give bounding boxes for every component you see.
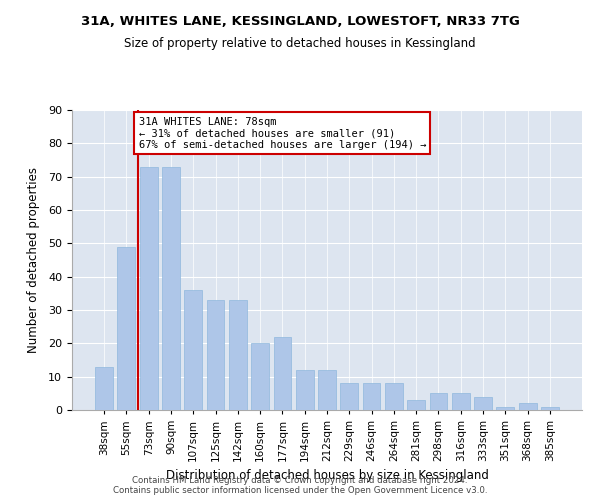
X-axis label: Distribution of detached houses by size in Kessingland: Distribution of detached houses by size … [166,470,488,482]
Bar [318,370,336,410]
Text: 31A, WHITES LANE, KESSINGLAND, LOWESTOFT, NR33 7TG: 31A, WHITES LANE, KESSINGLAND, LOWESTOFT… [80,15,520,28]
Bar [541,406,559,410]
Bar [95,366,113,410]
Bar [407,400,425,410]
Bar [340,384,358,410]
Y-axis label: Number of detached properties: Number of detached properties [27,167,40,353]
Bar [385,384,403,410]
Bar [430,394,448,410]
Text: Size of property relative to detached houses in Kessingland: Size of property relative to detached ho… [124,38,476,51]
Bar [251,344,269,410]
Bar [474,396,492,410]
Bar [362,384,380,410]
Bar [206,300,224,410]
Bar [229,300,247,410]
Text: Contains HM Land Registry data © Crown copyright and database right 2024.
Contai: Contains HM Land Registry data © Crown c… [113,476,487,495]
Bar [184,290,202,410]
Bar [518,404,536,410]
Text: 31A WHITES LANE: 78sqm
← 31% of detached houses are smaller (91)
67% of semi-det: 31A WHITES LANE: 78sqm ← 31% of detached… [139,116,426,150]
Bar [452,394,470,410]
Bar [140,166,158,410]
Bar [496,406,514,410]
Bar [118,246,136,410]
Bar [162,166,180,410]
Bar [296,370,314,410]
Bar [274,336,292,410]
